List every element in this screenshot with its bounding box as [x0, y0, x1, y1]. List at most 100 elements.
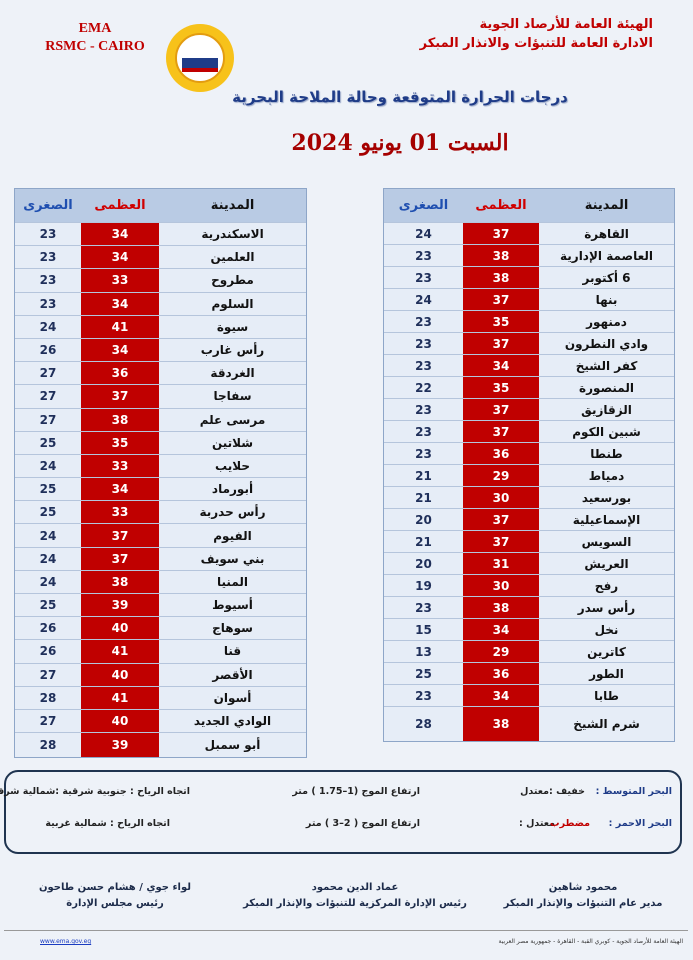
table-row: الإسماعيلية 37 20 [384, 508, 674, 530]
table-row: أبو سمبل 39 28 [15, 732, 306, 758]
city-cell: أسيوط [212, 598, 253, 613]
max-cell: 38 [463, 245, 539, 266]
table-row: 6 أكتوبر 38 23 [384, 266, 674, 288]
min-cell: 25 [39, 505, 57, 520]
signature: محمود شاهين مدير عام التنبؤات والإنذار ا… [483, 880, 683, 912]
min-cell: 23 [415, 248, 432, 263]
city-cell: الإسماعيلية [572, 512, 641, 527]
max-cell: 37 [81, 385, 159, 408]
min-cell: 28 [39, 738, 57, 753]
max-cell: 33 [81, 454, 159, 478]
column-header: الصغرى [23, 198, 73, 213]
signature-role: رئيس الإدارة المركزية للتنبؤات والإنذار … [243, 898, 467, 909]
city-cell: قنا [223, 644, 242, 659]
left-table: المدينة العظمى الصغرى الاسكندرية 34 23 العلمين… [14, 188, 307, 759]
min-cell: 27 [39, 714, 57, 729]
min-cell: 15 [415, 622, 432, 637]
city-cell: طابا [594, 688, 619, 703]
column-header: المدينة [210, 198, 255, 213]
table-row: رأس غارب 34 26 [15, 337, 306, 362]
min-cell: 23 [39, 250, 57, 265]
max-cell: 29 [463, 465, 539, 486]
table-row: كفر الشيخ 34 23 [384, 354, 674, 376]
table-row: الأقصر 40 27 [15, 662, 306, 686]
max-cell: 41 [81, 315, 159, 338]
city-cell: رأس حدربة [199, 505, 266, 520]
max-cell: 30 [463, 575, 539, 596]
min-cell: 25 [39, 598, 57, 613]
city-cell: مطروح [211, 273, 254, 288]
signature: لواء جوي / هشام حسن طاحون رئيس مجلس الإد… [20, 880, 210, 912]
table-row: قنا 41 26 [15, 639, 306, 663]
city-cell: بنها [595, 292, 618, 307]
sea-state-extra: مضطرب [550, 818, 590, 829]
city-cell: 6 أكتوبر [582, 270, 631, 285]
min-cell: 24 [39, 551, 57, 566]
signature-name: عماد الدين محمود [311, 882, 399, 893]
min-cell: 27 [39, 412, 57, 427]
sea-name: البحر الاحمر : [608, 818, 672, 829]
city-cell: رأس سدر [577, 600, 636, 615]
max-cell: 38 [463, 267, 539, 288]
min-cell: 21 [415, 534, 432, 549]
min-cell: 27 [39, 366, 57, 381]
table-row: رأس سدر 38 23 [384, 596, 674, 618]
city-cell: الفيوم [213, 528, 252, 543]
table-row: بورسعيد 30 21 [384, 486, 674, 508]
min-cell: 20 [415, 556, 432, 571]
max-cell: 37 [463, 333, 539, 354]
table-row: أسوان 41 28 [15, 685, 306, 709]
table-row: مرسى علم 38 27 [15, 407, 306, 431]
max-cell: 37 [463, 223, 539, 244]
min-cell: 19 [415, 578, 432, 593]
min-cell: 23 [39, 296, 57, 311]
max-cell: 38 [81, 408, 159, 431]
max-cell: 38 [81, 570, 159, 593]
table-row: العريش 31 20 [384, 552, 674, 574]
max-cell: 34 [81, 223, 159, 246]
table-row: دمنهور 35 23 [384, 310, 674, 332]
max-cell: 29 [463, 641, 539, 662]
city-cell: بورسعيد [581, 490, 632, 505]
sea-wind: اتجاه الرياح : جنوبية شرقية :شمالية شرقي… [0, 786, 190, 797]
table-row: سوهاج 40 26 [15, 616, 306, 640]
city-cell: كاترين [587, 644, 626, 659]
date: السبت 01 يونيو 2024 [291, 130, 509, 156]
max-cell: 37 [81, 524, 159, 547]
table-row: شرم الشيخ 38 28 [384, 706, 674, 741]
table-row: رفح 30 19 [384, 574, 674, 596]
city-cell: شبين الكوم [572, 424, 641, 439]
max-cell: 36 [463, 663, 539, 684]
min-cell: 25 [39, 435, 57, 450]
max-cell: 37 [463, 421, 539, 442]
min-cell: 23 [415, 688, 432, 703]
min-cell: 23 [415, 358, 432, 373]
table-row: المنيا 38 24 [15, 569, 306, 593]
min-cell: 28 [39, 690, 57, 705]
org-line: EMA [78, 21, 112, 36]
min-cell: 23 [415, 314, 432, 329]
max-cell: 39 [81, 733, 159, 758]
column-header: الصغرى [398, 198, 449, 213]
min-cell: 23 [415, 270, 432, 285]
table-row: الغردقة 36 27 [15, 361, 306, 385]
table-row: العاصمة الإدارية 38 23 [384, 244, 674, 266]
min-cell: 27 [39, 667, 57, 682]
table-row: سيوة 41 24 [15, 314, 306, 338]
org-line: RSMC - CAIRO [45, 39, 145, 54]
min-cell: 13 [415, 644, 432, 659]
table-row: الفيوم 37 24 [15, 523, 306, 547]
logo-band [182, 58, 218, 68]
table-row: الاسكندرية 34 23 [15, 222, 306, 246]
city-cell: وادي النطرون [564, 336, 649, 351]
city-cell: الأقصر [212, 667, 253, 682]
header-row: المدينة العظمى الصغرى [15, 189, 306, 222]
city-cell: دمياط [588, 468, 625, 483]
max-cell: 41 [81, 640, 159, 663]
max-cell: 35 [81, 431, 159, 454]
table-row: وادي النطرون 37 23 [384, 332, 674, 354]
min-cell: 23 [415, 446, 432, 461]
min-cell: 27 [39, 389, 57, 404]
sea-box: البحر المتوسط : خفيف :معتدل ارتفاع الموج… [0, 770, 682, 854]
city-cell: شرم الشيخ [573, 717, 640, 731]
